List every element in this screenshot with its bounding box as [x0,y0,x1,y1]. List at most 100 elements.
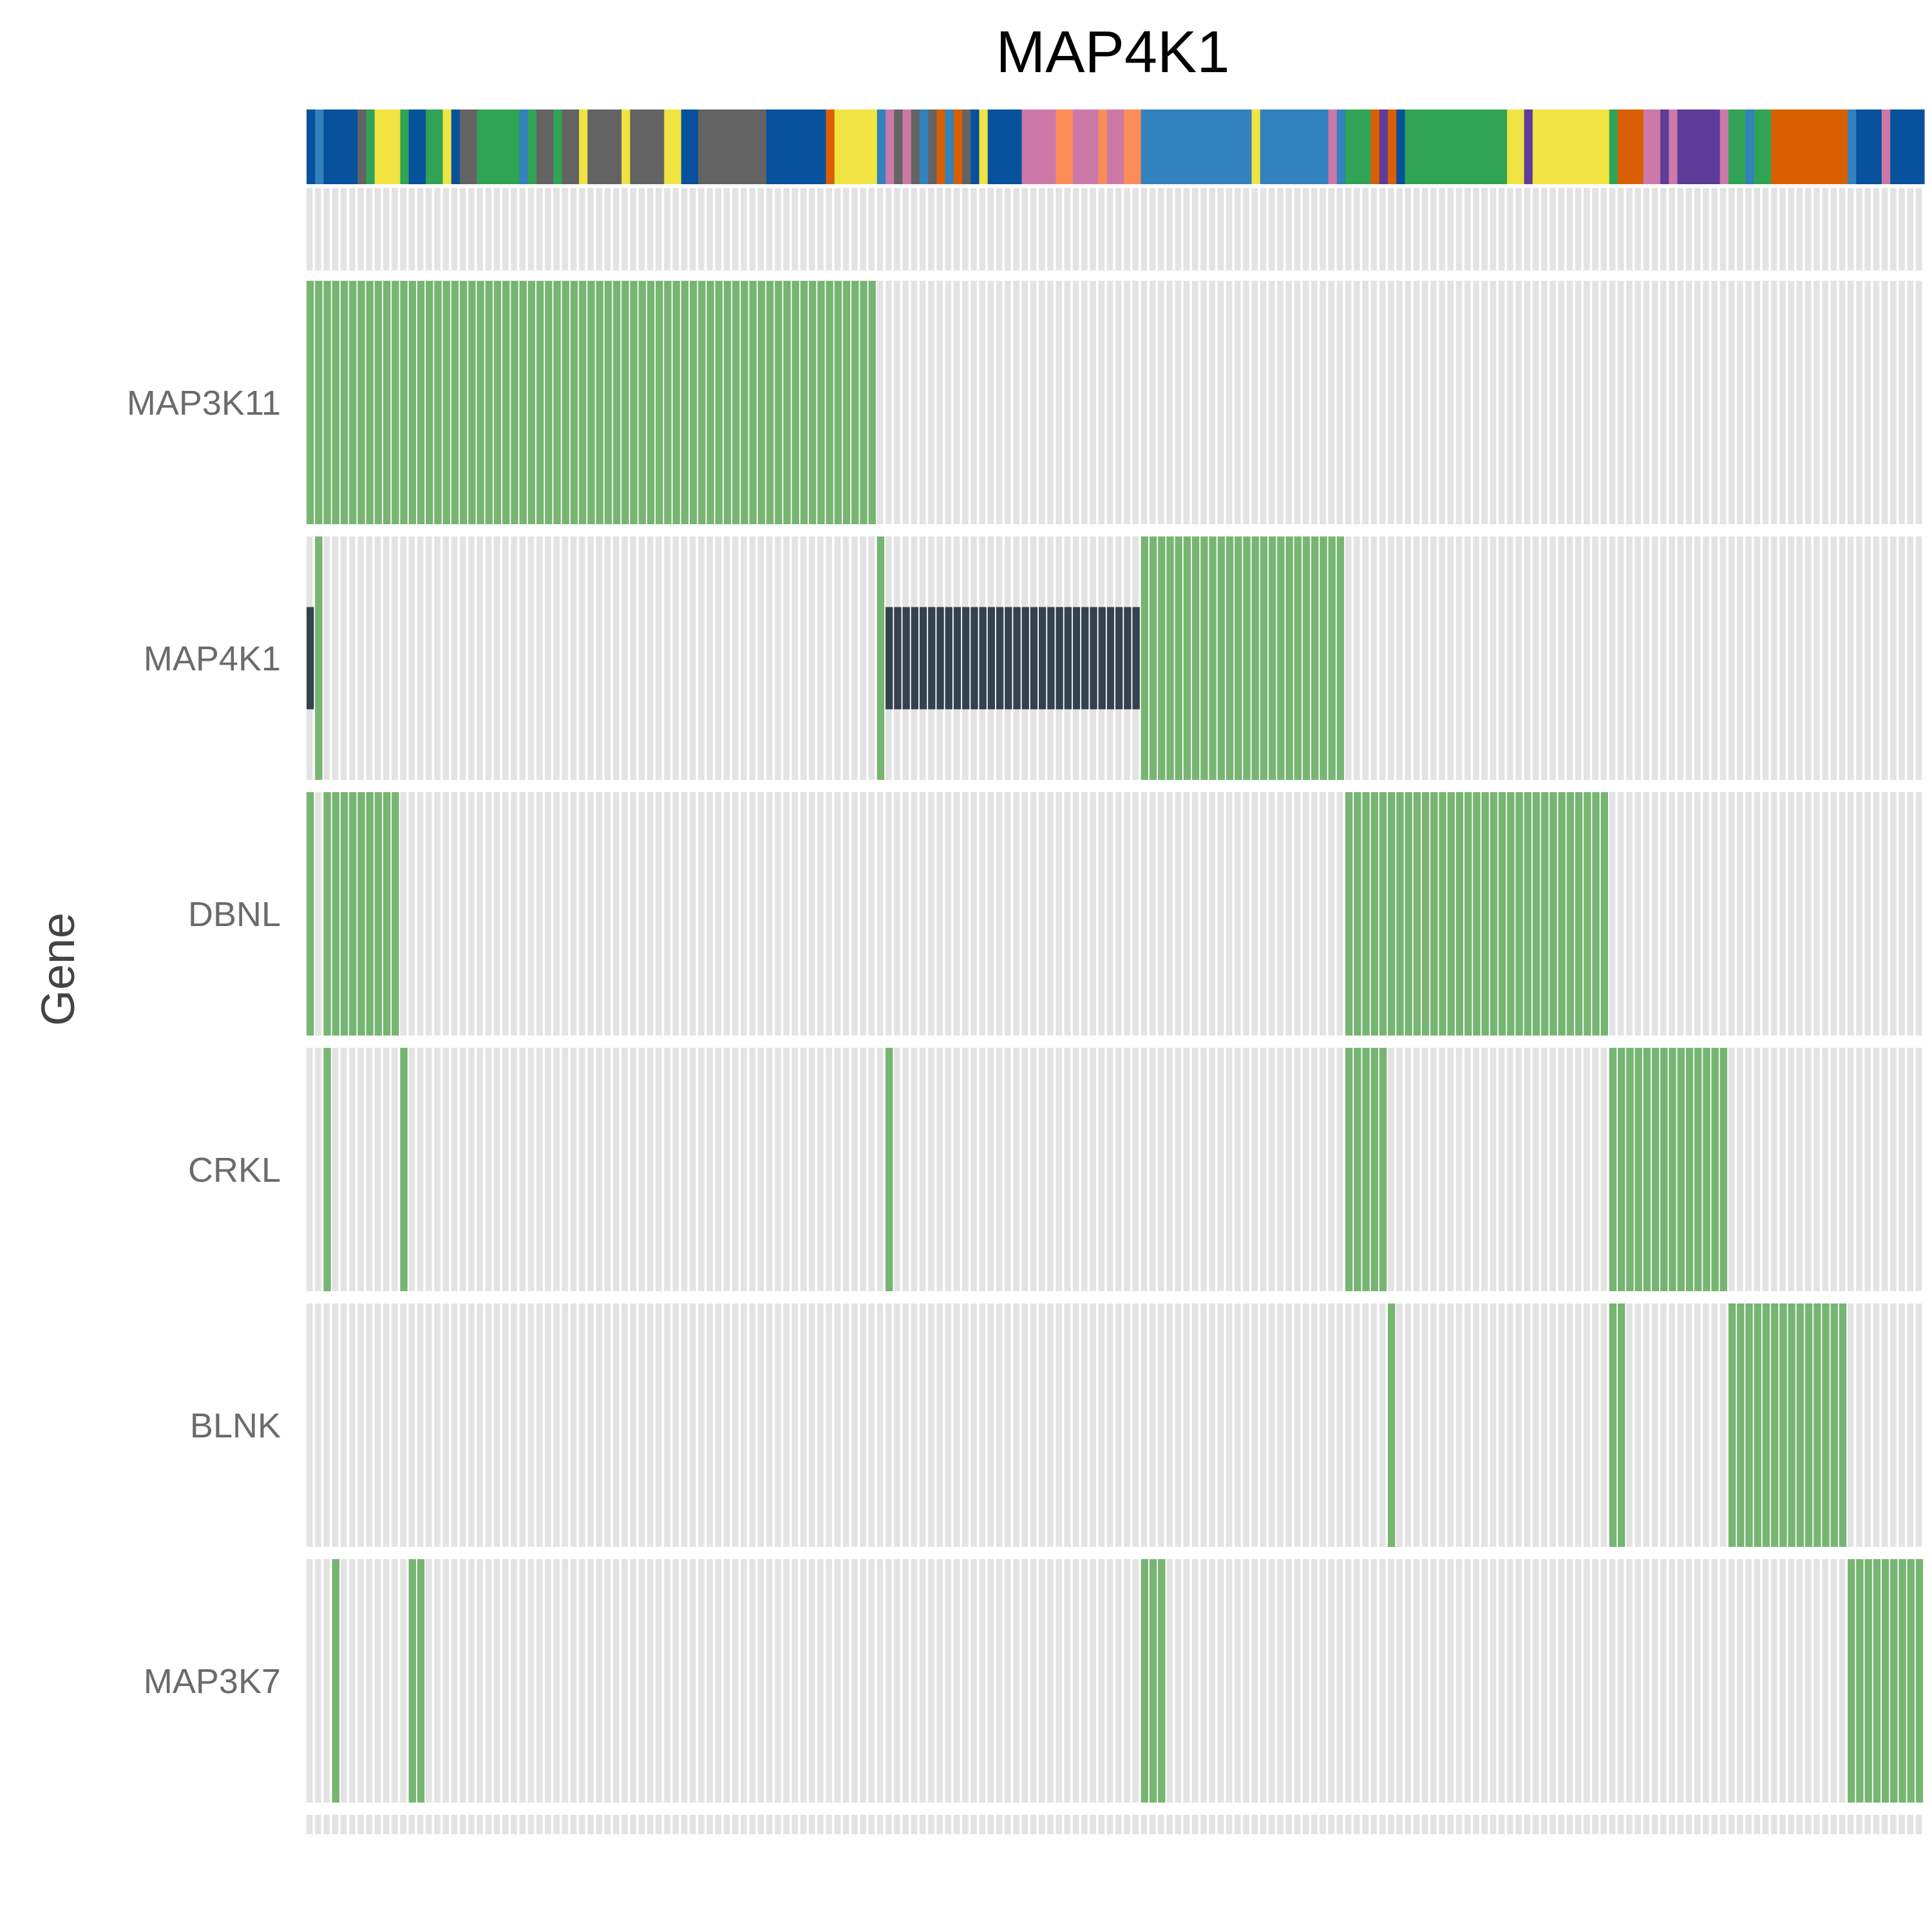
tick-cell [1711,1815,1718,1834]
background-cell [757,1559,764,1803]
tick-cell [1515,1815,1522,1834]
tick-cell [775,1815,781,1834]
spacer-cell [1030,188,1037,270]
amplification-cell [315,281,323,524]
background-cell [1260,1303,1267,1547]
background-cell [417,1303,424,1547]
background-cell [1703,792,1709,1036]
tick-cell [860,1815,866,1834]
background-cell [621,792,628,1036]
amplification-cell [604,281,612,524]
background-cell [1081,1048,1088,1291]
tick-cell [886,1815,892,1834]
spacer-cell [928,188,934,270]
background-cell [570,1303,577,1547]
background-cell [1498,536,1505,780]
annotation-segment [911,109,920,184]
background-cell [1634,281,1641,524]
background-cell [1362,1559,1368,1803]
background-cell [1719,1559,1727,1803]
annotation-segment [1260,109,1329,184]
amplification-cell [1379,792,1387,1036]
background-cell [485,1559,492,1803]
amplification-cell [817,281,825,524]
amplification-cell [1345,1048,1353,1291]
tick-cell [545,1815,551,1834]
background-cell [971,1559,977,1803]
background-cell [732,792,739,1036]
background-cell [1600,1048,1607,1291]
tick-cell [451,1815,458,1834]
background-cell [477,536,483,780]
spacer-cell [570,188,577,270]
annotation-segment [987,109,1023,184]
background-cell [621,1303,628,1547]
annotation-segment [1754,109,1772,184]
background-cell [681,1303,688,1547]
tick-cell [1575,1815,1582,1834]
spacer-cell [1660,188,1667,270]
background-cell [340,1559,347,1803]
spacer-cell [1124,188,1130,270]
amplification-cell [715,281,723,524]
background-cell [749,536,756,780]
amplification-cell [1804,1303,1813,1547]
amplification-cell [511,281,518,524]
background-cell [545,536,551,780]
background-cell [1217,1303,1224,1547]
spacer-cell [1464,188,1471,270]
background-cell [612,1048,620,1291]
spacer-cell [851,188,858,270]
background-cell [1643,1559,1650,1803]
background-cell [1200,1048,1207,1291]
amplification-cell [1719,1048,1728,1291]
background-cell [1830,792,1837,1036]
background-cell [1873,1303,1880,1547]
background-cell [307,1048,313,1291]
background-cell [1354,281,1360,524]
background-cell [1651,281,1658,524]
background-cell [1575,1303,1582,1547]
tick-cell [1669,1815,1675,1834]
background-cell [868,792,875,1036]
background-cell [1005,281,1011,524]
amplification-cell [417,281,425,524]
background-cell [1251,1048,1258,1291]
background-cell [757,792,764,1036]
tick-cell [1490,1815,1497,1834]
background-cell [1566,1559,1573,1803]
background-cell [1090,1303,1096,1547]
background-cell [1320,1559,1326,1803]
amplification-cell [1379,1048,1387,1291]
background-cell [451,1559,458,1803]
tick-cell [1405,1815,1412,1834]
background-cell [1669,281,1675,524]
background-cell [638,792,645,1036]
amplification-cell [1549,792,1557,1036]
annotation-segment [1396,109,1406,184]
annotation-segment [1345,109,1372,184]
spacer-cell [587,188,594,270]
background-cell [1141,1048,1148,1291]
background-cell [672,536,679,780]
background-cell [1490,1303,1497,1547]
background-cell [987,1048,994,1291]
annotation-segment [876,109,886,184]
background-cell [392,1048,398,1291]
spacer-cell [1260,188,1267,270]
tick-cell [1651,1815,1658,1834]
background-cell [527,1303,535,1547]
background-cell [621,1048,628,1291]
amplification-cell [1396,792,1404,1036]
spacer-cell [1703,188,1709,270]
background-cell [579,1303,585,1547]
tick-cell [570,1815,577,1834]
background-cell [1260,1559,1267,1803]
background-cell [1754,281,1761,524]
background-cell [1013,792,1019,1036]
tick-cell [1558,1815,1565,1834]
background-cell [1226,1559,1233,1803]
background-cell [791,536,799,780]
background-cell [1745,536,1752,780]
tick-cell [1694,1815,1701,1834]
